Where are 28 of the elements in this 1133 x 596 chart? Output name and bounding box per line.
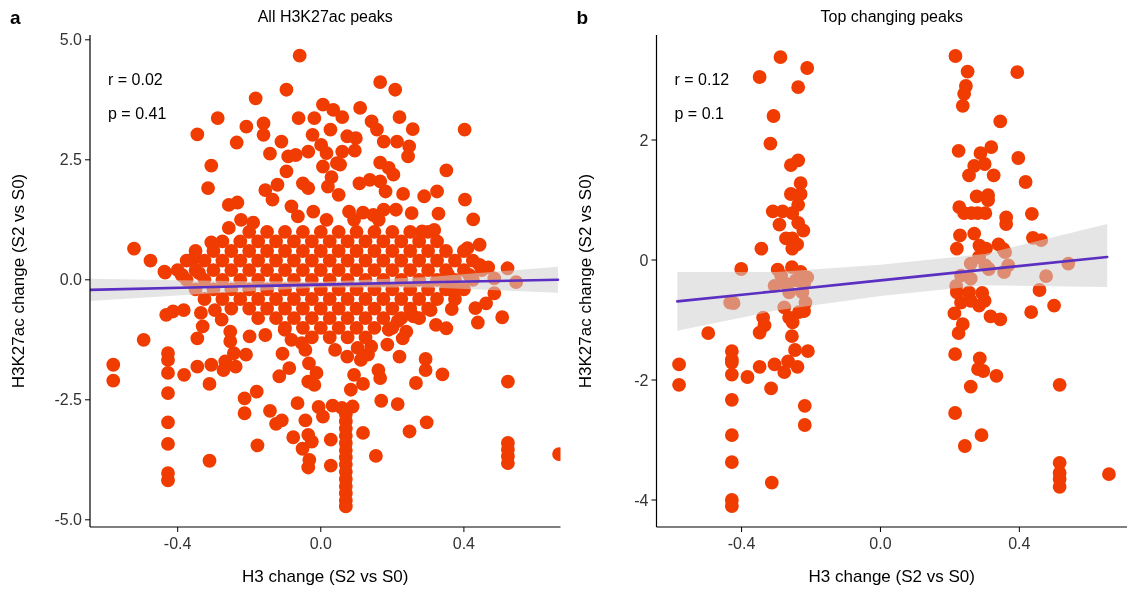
x-tick-label: -0.4 bbox=[163, 535, 192, 552]
chart-title: All H3K27ac peaks bbox=[257, 8, 393, 25]
x-axis-title: H3 change (S2 vs S0) bbox=[808, 567, 975, 586]
y-tick-label: 0 bbox=[639, 251, 649, 269]
y-tick-label: 0.0 bbox=[59, 271, 83, 289]
y-axis-title: H3K27ac change (S2 vs S0) bbox=[9, 173, 28, 389]
y-tick-label: 2.5 bbox=[59, 151, 83, 169]
x-axis-title: H3 change (S2 vs S0) bbox=[242, 567, 409, 586]
y-tick-label: -2.5 bbox=[54, 391, 83, 409]
annotation: p = 0.41 bbox=[108, 105, 167, 122]
text: b bbox=[576, 7, 589, 28]
annotation: p = 0.1 bbox=[674, 105, 724, 122]
line-series bbox=[676, 255, 1109, 303]
annotation: r = 0.12 bbox=[674, 71, 730, 88]
y-tick-label: 5.0 bbox=[59, 31, 83, 49]
chart-title: Top changing peaks bbox=[820, 8, 963, 25]
y-tick-label: -5.0 bbox=[54, 511, 83, 529]
x-tick-label: 0.4 bbox=[1008, 535, 1031, 552]
x-tick-label: 0.4 bbox=[452, 535, 476, 552]
y-tick-label: -4 bbox=[634, 491, 649, 509]
y-tick-label: 2 bbox=[639, 131, 649, 149]
x-tick-label: 0.0 bbox=[309, 535, 332, 552]
text: a bbox=[10, 7, 21, 28]
x-tick-label: 0.0 bbox=[869, 535, 892, 552]
annotation: r = 0.02 bbox=[108, 71, 163, 88]
y-axis-title: H3K27ac change (S2 vs S0) bbox=[575, 173, 595, 389]
x-tick-label: -0.4 bbox=[727, 535, 756, 552]
y-tick-label: -2 bbox=[634, 371, 649, 389]
